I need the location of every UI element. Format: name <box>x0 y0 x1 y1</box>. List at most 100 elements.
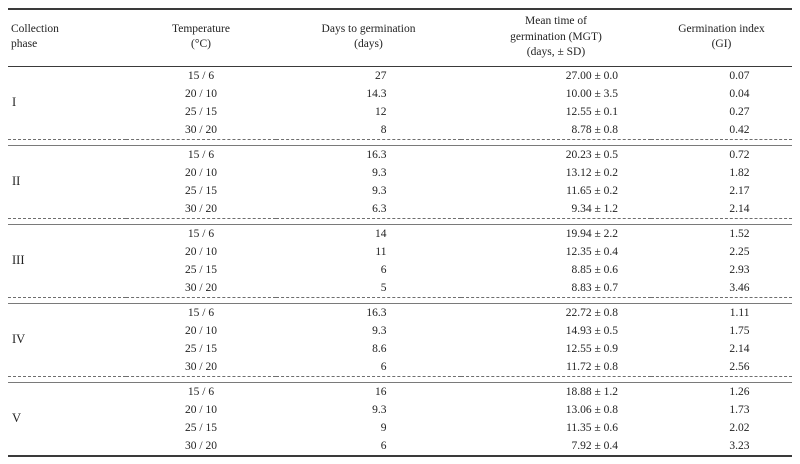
cell-gi: 0.42 <box>651 121 792 140</box>
mgt-value: 14.93 ± 0.5 <box>565 324 618 337</box>
cell-days: 16.3 <box>276 303 461 322</box>
cell-days: 6.3 <box>276 200 461 219</box>
mgt-value: 11.35 ± 0.6 <box>566 421 618 434</box>
mgt-value: 19.94 ± 2.2 <box>565 227 618 240</box>
phase-numeral: I <box>12 95 17 110</box>
table-header: Collection phase Temperature (°C) Days t… <box>8 9 792 67</box>
gi-value: 0.72 <box>729 148 750 161</box>
gi-value: 1.52 <box>729 227 750 240</box>
cell-mgt: 13.12 ± 0.2 <box>461 164 651 182</box>
cell-days: 9.3 <box>276 164 461 182</box>
cell-mgt: 8.78 ± 0.8 <box>461 121 651 140</box>
cell-mgt: 11.35 ± 0.6 <box>461 419 651 437</box>
cell-temperature: 30 / 20 <box>185 281 217 294</box>
cell-temperature: 20 / 10 <box>185 245 217 258</box>
cell-temperature: 15 / 6 <box>187 227 215 240</box>
days-value: 14.3 <box>366 87 387 100</box>
phase-group-2: II 15 / 6 16.3 20.23 ± 0.5 0.72 20 / 10 … <box>8 145 792 218</box>
gi-value: 2.17 <box>729 184 750 197</box>
table-row: 20 / 10 14.3 10.00 ± 3.5 0.04 <box>8 85 792 103</box>
days-value: 6 <box>380 263 387 276</box>
cell-gi: 2.56 <box>651 358 792 377</box>
cell-mgt: 10.00 ± 3.5 <box>461 85 651 103</box>
phase-numeral: IV <box>12 332 26 347</box>
gi-value: 1.82 <box>729 166 750 179</box>
cell-mgt: 9.34 ± 1.2 <box>461 200 651 219</box>
phase-numeral: III <box>12 253 25 268</box>
table-row: 20 / 10 9.3 14.93 ± 0.5 1.75 <box>8 322 792 340</box>
days-value: 16.3 <box>366 148 387 161</box>
gi-value: 1.75 <box>729 324 750 337</box>
days-value: 6 <box>380 360 387 373</box>
paper-table-page: Collection phase Temperature (°C) Days t… <box>0 8 800 464</box>
phase-group-3: III 15 / 6 14 19.94 ± 2.2 1.52 20 / 10 1… <box>8 224 792 297</box>
cell-mgt: 12.35 ± 0.4 <box>461 243 651 261</box>
cell-days: 9 <box>276 419 461 437</box>
cell-mgt: 7.92 ± 0.4 <box>461 437 651 456</box>
phase-separator-line <box>8 375 792 383</box>
cell-gi: 2.17 <box>651 182 792 200</box>
cell-days: 5 <box>276 279 461 298</box>
table-row: 25 / 15 9 11.35 ± 0.6 2.02 <box>8 419 792 437</box>
cell-mgt: 13.06 ± 0.8 <box>461 401 651 419</box>
cell-gi: 3.46 <box>651 279 792 298</box>
phase-separator <box>8 217 792 225</box>
table-row: 30 / 20 5 8.83 ± 0.7 3.46 <box>8 279 792 298</box>
phase-separator-row <box>8 296 792 304</box>
table-row: II 15 / 6 16.3 20.23 ± 0.5 0.72 <box>8 145 792 189</box>
cell-temperature: 25 / 15 <box>185 263 217 276</box>
phase-numeral: II <box>12 174 21 189</box>
cell-temperature: 25 / 15 <box>185 421 217 434</box>
gi-value: 2.25 <box>729 245 750 258</box>
cell-mgt: 18.88 ± 1.2 <box>461 382 651 401</box>
mgt-value: 12.35 ± 0.4 <box>565 245 618 258</box>
mgt-value: 18.88 ± 1.2 <box>565 385 618 398</box>
cell-mgt: 12.55 ± 0.1 <box>461 103 651 121</box>
cell-gi: 2.02 <box>651 419 792 437</box>
cell-gi: 1.11 <box>651 303 792 322</box>
gi-value: 2.14 <box>729 342 750 355</box>
phase-separator <box>8 296 792 304</box>
cell-days: 11 <box>276 243 461 261</box>
cell-mgt: 8.83 ± 0.7 <box>461 279 651 298</box>
cell-mgt: 11.65 ± 0.2 <box>461 182 651 200</box>
table-row: V 15 / 6 16 18.88 ± 1.2 1.26 <box>8 382 792 426</box>
cell-mgt: 12.55 ± 0.9 <box>461 340 651 358</box>
cell-temperature: 25 / 15 <box>185 342 217 355</box>
cell-temperature: 30 / 20 <box>185 202 217 215</box>
gi-value: 2.93 <box>729 263 750 276</box>
days-value: 14 <box>375 227 387 240</box>
cell-temperature: 15 / 6 <box>187 148 215 161</box>
mgt-value: 8.78 ± 0.8 <box>571 123 618 136</box>
mgt-value: 22.72 ± 0.8 <box>565 306 618 319</box>
cell-mgt: 20.23 ± 0.5 <box>461 145 651 164</box>
cell-days: 9.3 <box>276 322 461 340</box>
cell-gi: 1.52 <box>651 224 792 243</box>
phase-separator <box>8 138 792 146</box>
gi-value: 0.07 <box>729 69 750 82</box>
cell-days: 9.3 <box>276 182 461 200</box>
mgt-value: 20.23 ± 0.5 <box>565 148 618 161</box>
cell-temperature: 30 / 20 <box>185 439 217 452</box>
mgt-value: 8.85 ± 0.6 <box>571 263 618 276</box>
table-row: 30 / 20 8 8.78 ± 0.8 0.42 <box>8 121 792 140</box>
days-value: 27 <box>375 69 387 82</box>
days-value: 9.3 <box>372 403 387 416</box>
days-value: 16 <box>375 385 387 398</box>
phase-separator-row <box>8 217 792 225</box>
mgt-value: 8.83 ± 0.7 <box>571 281 618 294</box>
table-row: 30 / 20 6 11.72 ± 0.8 2.56 <box>8 358 792 377</box>
cell-gi: 1.26 <box>651 382 792 401</box>
gi-value: 1.11 <box>729 306 750 319</box>
cell-mgt: 22.72 ± 0.8 <box>461 303 651 322</box>
cell-gi: 0.27 <box>651 103 792 121</box>
cell-days: 12 <box>276 103 461 121</box>
header-mean-time-germination: Mean time of germination (MGT) (days, ± … <box>510 15 602 59</box>
cell-days: 14.3 <box>276 85 461 103</box>
table-row: 20 / 10 11 12.35 ± 0.4 2.25 <box>8 243 792 261</box>
gi-value: 1.73 <box>729 403 750 416</box>
mgt-value: 12.55 ± 0.9 <box>565 342 618 355</box>
phase-separator-line <box>8 138 792 146</box>
gi-value: 3.46 <box>729 281 750 294</box>
phase-separator-line <box>8 296 792 304</box>
